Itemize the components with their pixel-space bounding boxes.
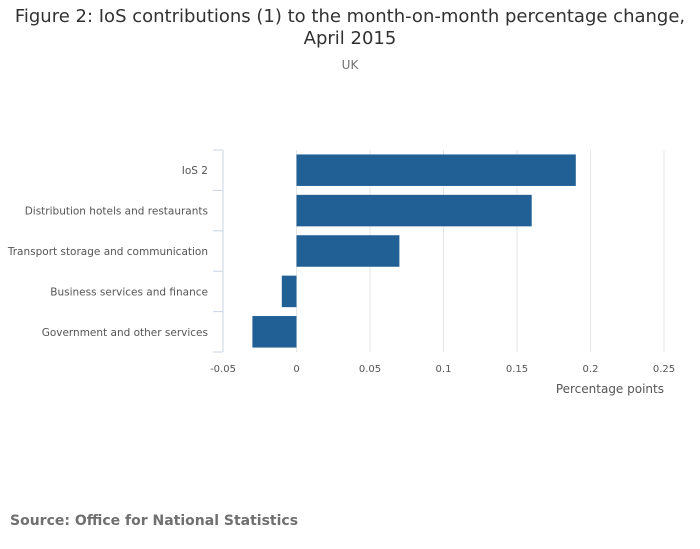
source-note: Source: Office for National Statistics: [10, 513, 299, 529]
y-category-label: Transport storage and communication: [7, 246, 208, 258]
bars: [252, 154, 576, 348]
y-category-label: Distribution hotels and restaurants: [25, 206, 208, 218]
labels: -0.05 0 0.05 0.1 0.15 0.2 0.25 IoS 2 Distributio…: [7, 165, 675, 375]
bar: [296, 154, 576, 186]
chart-title: Figure 2: IoS contributions (1) to the m…: [14, 6, 686, 49]
x-tick-label: -0.05: [210, 364, 236, 375]
chart-subtitle: UK: [341, 58, 359, 72]
y-category-label: IoS 2: [182, 165, 208, 177]
bar: [296, 194, 532, 227]
y-category-label: Government and other services: [42, 327, 208, 339]
x-tick-label: 0: [293, 364, 299, 375]
x-tick-label: 0.15: [506, 364, 528, 375]
y-axis: [213, 149, 224, 353]
x-tick-label: 0.1: [436, 364, 452, 375]
x-axis-title: Percentage points: [556, 382, 664, 396]
bar: [252, 316, 297, 348]
bar: [281, 275, 297, 308]
y-category-label: Business services and finance: [50, 286, 208, 298]
x-tick-label: 0.05: [359, 364, 381, 375]
x-tick-label: 0.2: [583, 364, 599, 375]
x-tick-label: 0.25: [653, 364, 675, 375]
bar: [296, 235, 400, 267]
